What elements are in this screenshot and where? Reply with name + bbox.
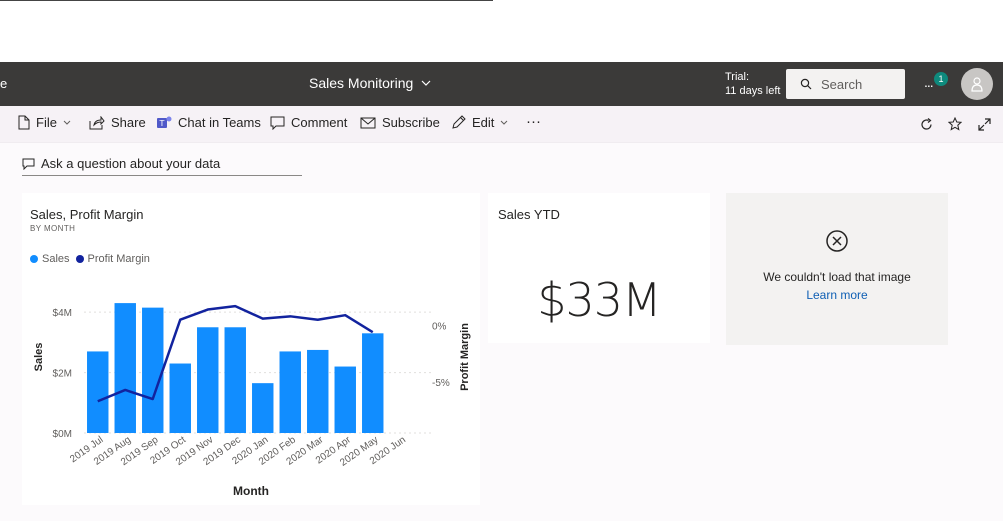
chevron-down-icon <box>501 120 508 125</box>
share-button[interactable]: Share <box>89 115 146 130</box>
y-tick-label: $0M <box>53 429 72 440</box>
edit-label: Edit <box>472 115 495 130</box>
app-launcher-edge[interactable]: e <box>0 76 8 91</box>
bar-sales <box>224 327 246 433</box>
image-error-content: We couldn't load that image Learn more <box>726 229 948 302</box>
refresh-button[interactable] <box>918 116 934 132</box>
report-title-button[interactable]: Sales Monitoring <box>309 75 431 91</box>
refresh-icon <box>920 117 932 130</box>
bar-sales <box>334 366 356 433</box>
subscribe-label: Subscribe <box>382 115 440 130</box>
chevron-down-icon <box>421 80 431 86</box>
top-divider <box>0 0 493 1</box>
sales-ytd-value: $33M <box>537 273 662 327</box>
bar-sales <box>252 383 274 433</box>
trial-status[interactable]: Trial: 11 days left <box>725 70 780 98</box>
trial-label: Trial: <box>725 71 750 83</box>
comment-icon <box>270 116 285 130</box>
x-axis-title: Month <box>233 484 269 498</box>
comment-label: Comment <box>291 115 348 130</box>
notification-badge[interactable]: 1 <box>934 72 948 86</box>
error-circle-icon <box>826 230 848 252</box>
report-toolbar: File Share T Chat in Teams Comment Subsc… <box>0 106 1003 143</box>
comment-button[interactable]: Comment <box>270 115 347 130</box>
star-icon <box>948 117 962 131</box>
qa-placeholder: Ask a question about your data <box>41 156 221 171</box>
image-error-tile[interactable]: We couldn't load that image Learn more <box>726 193 948 345</box>
trial-days-left: 11 days left <box>725 85 781 97</box>
mail-icon <box>360 117 376 128</box>
file-icon <box>18 115 30 130</box>
image-error-message: We couldn't load that image <box>763 270 911 284</box>
edit-button[interactable]: Edit <box>451 115 508 130</box>
legend-label-sales: Sales <box>42 253 70 265</box>
sales-profit-margin-tile[interactable]: Sales, Profit Margin BY MONTH Sales Prof… <box>22 193 480 505</box>
share-label: Share <box>111 115 146 130</box>
user-icon <box>971 77 983 92</box>
teams-icon: T <box>157 116 172 128</box>
tile-subtitle: BY MONTH <box>30 224 76 233</box>
report-title: Sales Monitoring <box>309 75 414 91</box>
bar-sales <box>197 327 219 433</box>
bar-sales <box>279 351 301 433</box>
qa-input[interactable]: Ask a question about your data <box>22 152 302 176</box>
file-label: File <box>36 115 57 130</box>
legend-label-profit-margin: Profit Margin <box>87 253 150 265</box>
expand-icon <box>977 117 991 131</box>
file-menu-button[interactable]: File <box>18 115 71 130</box>
bar-sales <box>87 351 109 433</box>
svg-text:T: T <box>159 119 165 128</box>
y2-tick-label: 0% <box>432 321 447 332</box>
more-commands-button[interactable]: ··· <box>526 113 541 130</box>
legend-swatch-profit-margin <box>75 255 84 263</box>
chat-bubble-icon <box>22 158 35 170</box>
legend-swatch-sales <box>30 255 38 263</box>
y-axis-title: Sales <box>33 343 45 372</box>
y2-tick-label: -5% <box>432 378 450 389</box>
y2-axis-title: Profit Margin <box>459 323 471 391</box>
learn-more-link[interactable]: Learn more <box>806 288 868 302</box>
chart-legend: Sales Profit Margin <box>30 253 150 265</box>
line-profit-margin <box>97 304 374 403</box>
app-header: e Sales Monitoring Trial: 11 days left S… <box>0 62 1003 106</box>
tile-title: Sales YTD <box>498 207 560 222</box>
bar-sales <box>362 333 384 433</box>
favorite-button[interactable] <box>947 116 963 132</box>
bar-sales <box>169 363 191 433</box>
search-icon <box>800 78 812 90</box>
fullscreen-button[interactable] <box>976 116 992 132</box>
chat-in-teams-button[interactable]: T Chat in Teams <box>156 115 261 130</box>
subscribe-button[interactable]: Subscribe <box>360 115 440 130</box>
bar-sales <box>142 307 164 433</box>
pencil-icon <box>452 115 466 129</box>
sales-ytd-tile[interactable]: Sales YTD $33M <box>488 193 710 343</box>
search-box[interactable]: Search <box>786 69 905 99</box>
y-tick-label: $2M <box>53 369 72 380</box>
account-avatar[interactable] <box>961 68 993 100</box>
chevron-down-icon <box>63 120 71 125</box>
y-tick-label: $4M <box>53 308 72 319</box>
bar-sales <box>307 349 329 433</box>
tile-title: Sales, Profit Margin <box>30 207 144 222</box>
chat-in-teams-label: Chat in Teams <box>178 115 261 130</box>
browser-blank-area <box>0 0 1003 62</box>
search-placeholder: Search <box>821 76 863 92</box>
share-icon <box>89 115 105 129</box>
more-options-button[interactable]: ... <box>924 74 934 90</box>
bar-sales <box>114 303 136 433</box>
